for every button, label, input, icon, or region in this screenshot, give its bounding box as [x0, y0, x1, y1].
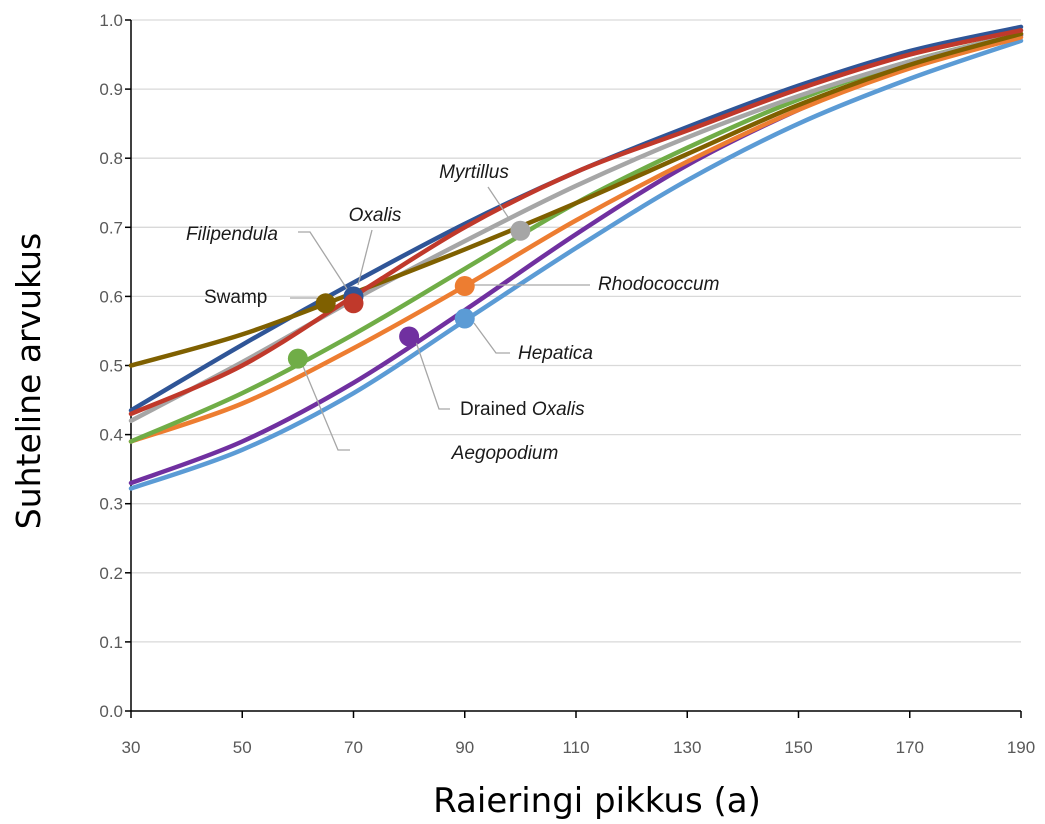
x-tick-label: 150: [784, 738, 812, 757]
series-label-name: Hepatica: [518, 343, 593, 364]
x-tick-labels: 30 50 70 90 110 130 150 170 190: [122, 738, 1036, 757]
y-tick-label: 0.0: [99, 702, 123, 721]
y-tick-label: 0.2: [99, 564, 123, 583]
series-line-swamp: [128, 31, 1024, 368]
series-marker: [315, 293, 336, 314]
series-label-prefix: Drained: [460, 399, 532, 420]
series-label-name: Myrtillus: [439, 162, 509, 183]
label-leader-line: [415, 341, 450, 410]
y-tick-labels: 0.0 0.1 0.2 0.3 0.4 0.5 0.6 0.7 0.8 0.9 1.0: [99, 11, 123, 721]
series-label-name: Oxalis: [349, 205, 402, 226]
series-label-name: Filipendula: [186, 224, 278, 245]
series-label: Aegopodium: [451, 443, 559, 464]
series-line-myrtillus: [128, 31, 1024, 424]
series-markers: [287, 220, 531, 369]
series-marker: [343, 293, 364, 314]
x-tick-label: 30: [122, 738, 141, 757]
y-tick-label: 0.3: [99, 495, 123, 514]
y-tick-label: 0.8: [99, 149, 123, 168]
label-leader-line: [487, 186, 511, 221]
series-marker: [287, 348, 308, 369]
y-axis-title: Suhteline arvukus: [9, 233, 48, 530]
x-tick-label: 90: [455, 738, 474, 757]
x-tick-label: 50: [233, 738, 252, 757]
series-label: Myrtillus: [439, 162, 509, 183]
x-tick-label: 190: [1007, 738, 1035, 757]
series-label-name: Rhodococcum: [598, 274, 719, 295]
x-axis-title: Raieringi pikkus (a): [433, 781, 761, 821]
series-label-name: Aegopodium: [451, 443, 559, 464]
series-label: Oxalis: [349, 205, 402, 226]
series-marker: [399, 326, 420, 347]
x-tick-label: 170: [896, 738, 924, 757]
y-tick-label: 0.6: [99, 287, 123, 306]
series-marker: [454, 308, 475, 329]
series-label: Rhodococcum: [598, 274, 719, 295]
series-line-filipendula: [128, 28, 1024, 417]
series-line-hepatica: [128, 38, 1024, 491]
series-labels: Swamp Oxalis Filipendula Myrtillus Aegopodiu…: [186, 162, 719, 464]
y-tick-label: 1.0: [99, 11, 123, 30]
series-marker: [454, 276, 475, 297]
series-label: Hepatica: [518, 343, 593, 364]
series-lines: [128, 24, 1024, 491]
series-label-name: Swamp: [204, 287, 267, 308]
series-label: Drained Oxalis: [460, 399, 585, 420]
series-line-rhodococcum: [128, 35, 1024, 444]
y-tick-label: 0.9: [99, 80, 123, 99]
x-tick-label: 70: [344, 738, 363, 757]
series-label-name: Oxalis: [532, 399, 585, 420]
series-marker: [510, 220, 531, 241]
label-leader-line: [357, 229, 373, 286]
y-tick-label: 0.4: [99, 426, 123, 445]
y-tick-label: 0.7: [99, 218, 123, 237]
label-leader-line: [299, 358, 350, 451]
y-tick-label: 0.1: [99, 633, 123, 652]
x-tick-label: 130: [673, 738, 701, 757]
x-tick-label: 110: [562, 738, 589, 757]
series-label: Filipendula: [186, 224, 278, 245]
label-leader-line: [473, 322, 510, 354]
label-leader-line: [298, 231, 350, 293]
y-tick-label: 0.5: [99, 357, 123, 376]
series-label: Swamp: [204, 287, 267, 308]
axes: [125, 19, 1022, 718]
